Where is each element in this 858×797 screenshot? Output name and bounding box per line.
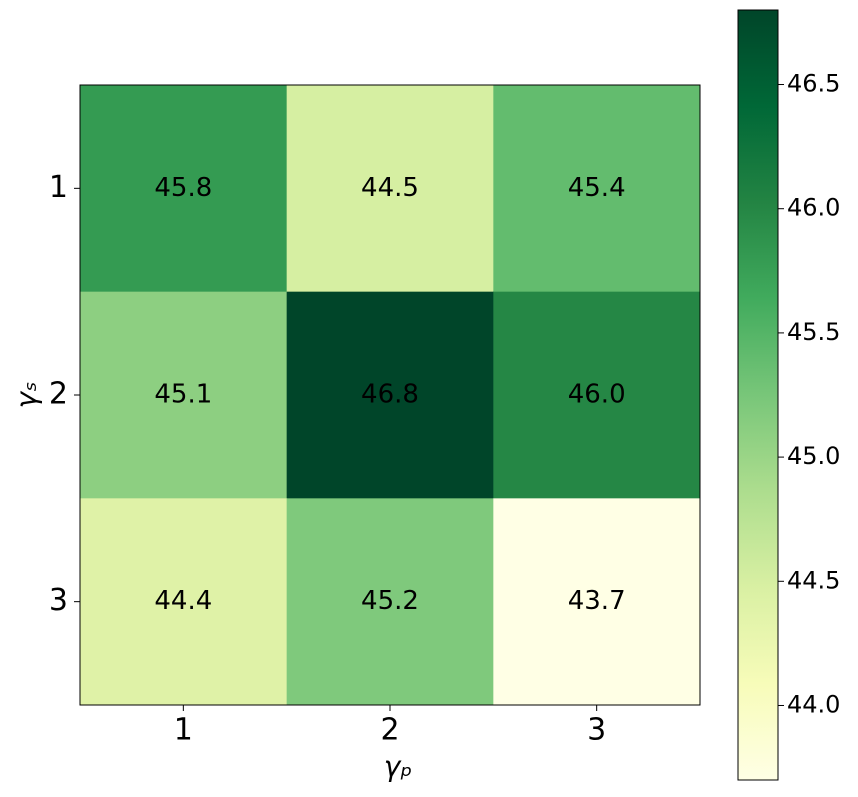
colorbar-tick-label: 45.5 [787,318,840,346]
cell-label: 46.8 [361,380,419,410]
heatmap-cell [493,291,701,499]
colorbar-tick-label: 44.5 [787,566,840,594]
cell-label: 45.2 [361,586,419,616]
colorbar [737,9,779,781]
colorbar-tick-label: 44.0 [787,690,840,718]
cell-label: 46.0 [568,380,626,410]
cell-label: 45.8 [154,173,212,203]
colorbar-tick-label: 45.0 [787,442,840,470]
cell-label: 43.7 [568,586,626,616]
heatmap-cell [80,498,288,706]
x-tick-label: 1 [174,713,193,748]
cell-label: 44.5 [361,173,419,203]
cell-label: 44.4 [154,586,212,616]
heatmap-cell [493,85,701,293]
y-tick-label: 2 [49,377,68,412]
heatmap-cell [493,498,701,706]
heatmap-cell [80,291,288,499]
heatmap-cell [286,498,494,706]
x-axis-label: γₚ [384,750,413,783]
y-axis-label: γₛ [10,381,43,408]
heatmap-cell [286,291,494,499]
heatmap-cell [80,85,288,293]
x-tick-label: 2 [380,713,399,748]
colorbar-tick-label: 46.5 [787,70,840,98]
x-tick-label: 3 [587,713,606,748]
cell-label: 45.1 [154,380,212,410]
colorbar-tick-label: 46.0 [787,194,840,222]
y-tick-label: 3 [49,583,68,618]
heatmap-cell [286,85,494,293]
cell-label: 45.4 [568,173,626,203]
y-tick-label: 1 [49,170,68,205]
